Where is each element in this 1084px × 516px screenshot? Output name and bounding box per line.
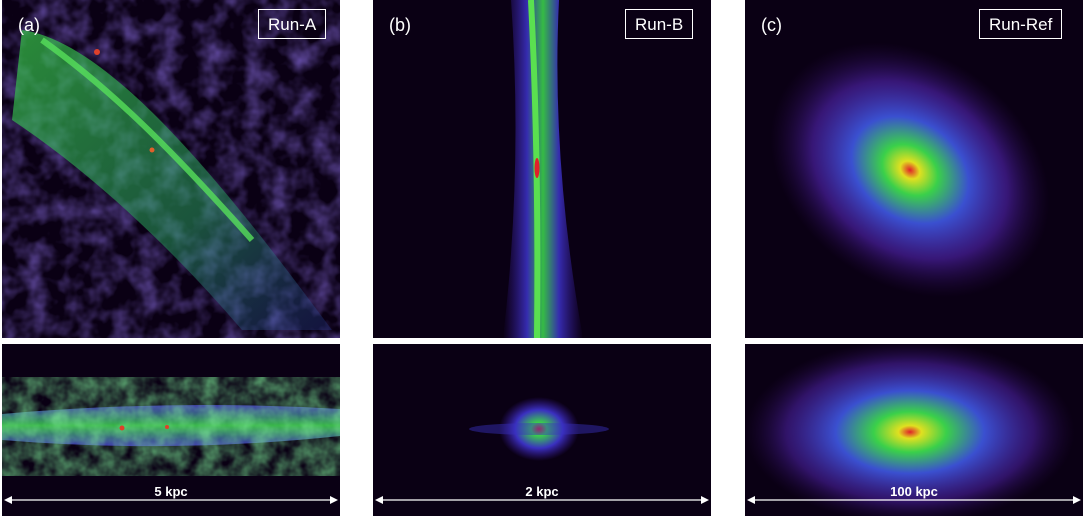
- panel-tag-a: (a): [18, 15, 40, 35]
- panel-tag-c: (c): [761, 15, 782, 35]
- scale-bar-label-a: 5 kpc: [154, 484, 188, 499]
- run-ref-edge-on-image: [745, 344, 1083, 516]
- run-b-edge-on-image: [373, 344, 711, 516]
- run-ref-face-on-image: [745, 0, 1083, 338]
- scale-bar-label-c: 100 kpc: [890, 484, 938, 499]
- run-label-b: Run-B: [625, 9, 694, 39]
- scale-bar-label-b: 2 kpc: [525, 484, 559, 499]
- run-a-face-on-panel: (a) Run-A: [2, 0, 340, 338]
- run-a-face-on-image: [2, 0, 340, 338]
- run-b-face-on-image: [373, 0, 711, 338]
- run-ref-edge-on-panel: 100 kpc: [745, 344, 1083, 516]
- run-b-edge-on-panel: 2 kpc: [373, 344, 711, 516]
- run-a-edge-on-image: [2, 344, 340, 516]
- run-a-edge-on-panel: 5 kpc: [2, 344, 340, 516]
- run-ref-face-on-panel: (c) Run-Ref: [745, 0, 1083, 338]
- run-b-face-on-panel: (b) Run-B: [373, 0, 711, 338]
- panel-tag-b: (b): [389, 15, 411, 35]
- run-label-a: Run-A: [258, 9, 327, 39]
- run-label-c: Run-Ref: [979, 9, 1063, 39]
